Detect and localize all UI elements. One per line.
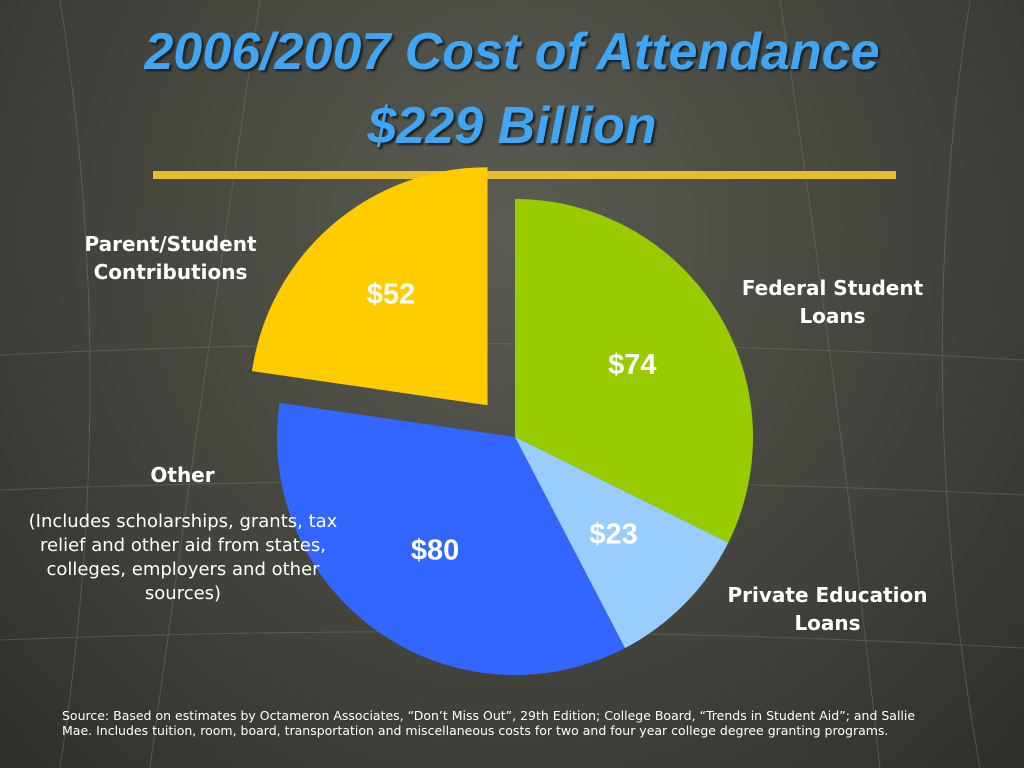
slice-value-label: $23 — [589, 519, 637, 551]
pie-slice-parent-student-contributions — [251, 167, 488, 406]
slice-value-label: $52 — [367, 279, 415, 311]
title-divider — [153, 171, 896, 179]
label-federal-line1: Federal Student — [741, 276, 924, 300]
label-parent-line2: Contributions — [93, 260, 248, 284]
label-parent-line1: Parent/Student — [84, 232, 257, 256]
slice-value-label: $80 — [411, 535, 459, 567]
pie-slice-federal-student-loans — [515, 199, 753, 543]
source-note: Source: Based on estimates by Octameron … — [62, 708, 916, 738]
slice-value-label: $74 — [608, 349, 656, 381]
pie-slice-private-education-loans — [515, 437, 729, 649]
label-other: Other — [150, 463, 215, 487]
label-private-education-loans: Private Education Loans — [705, 581, 950, 637]
pie-slice-other — [277, 402, 625, 676]
label-other-description: (Includes scholarships, grants, tax reli… — [28, 511, 338, 604]
label-parent-student-contributions: Parent/Student Contributions — [58, 230, 283, 286]
label-private-line1: Private Education — [727, 583, 928, 607]
chart-subtitle: $229 Billion — [367, 97, 657, 155]
label-private-line2: Loans — [794, 611, 861, 635]
label-federal-line2: Loans — [799, 304, 866, 328]
chart-title: 2006/2007 Cost of Attendance — [144, 23, 880, 81]
label-federal-student-loans: Federal Student Loans — [715, 274, 950, 330]
